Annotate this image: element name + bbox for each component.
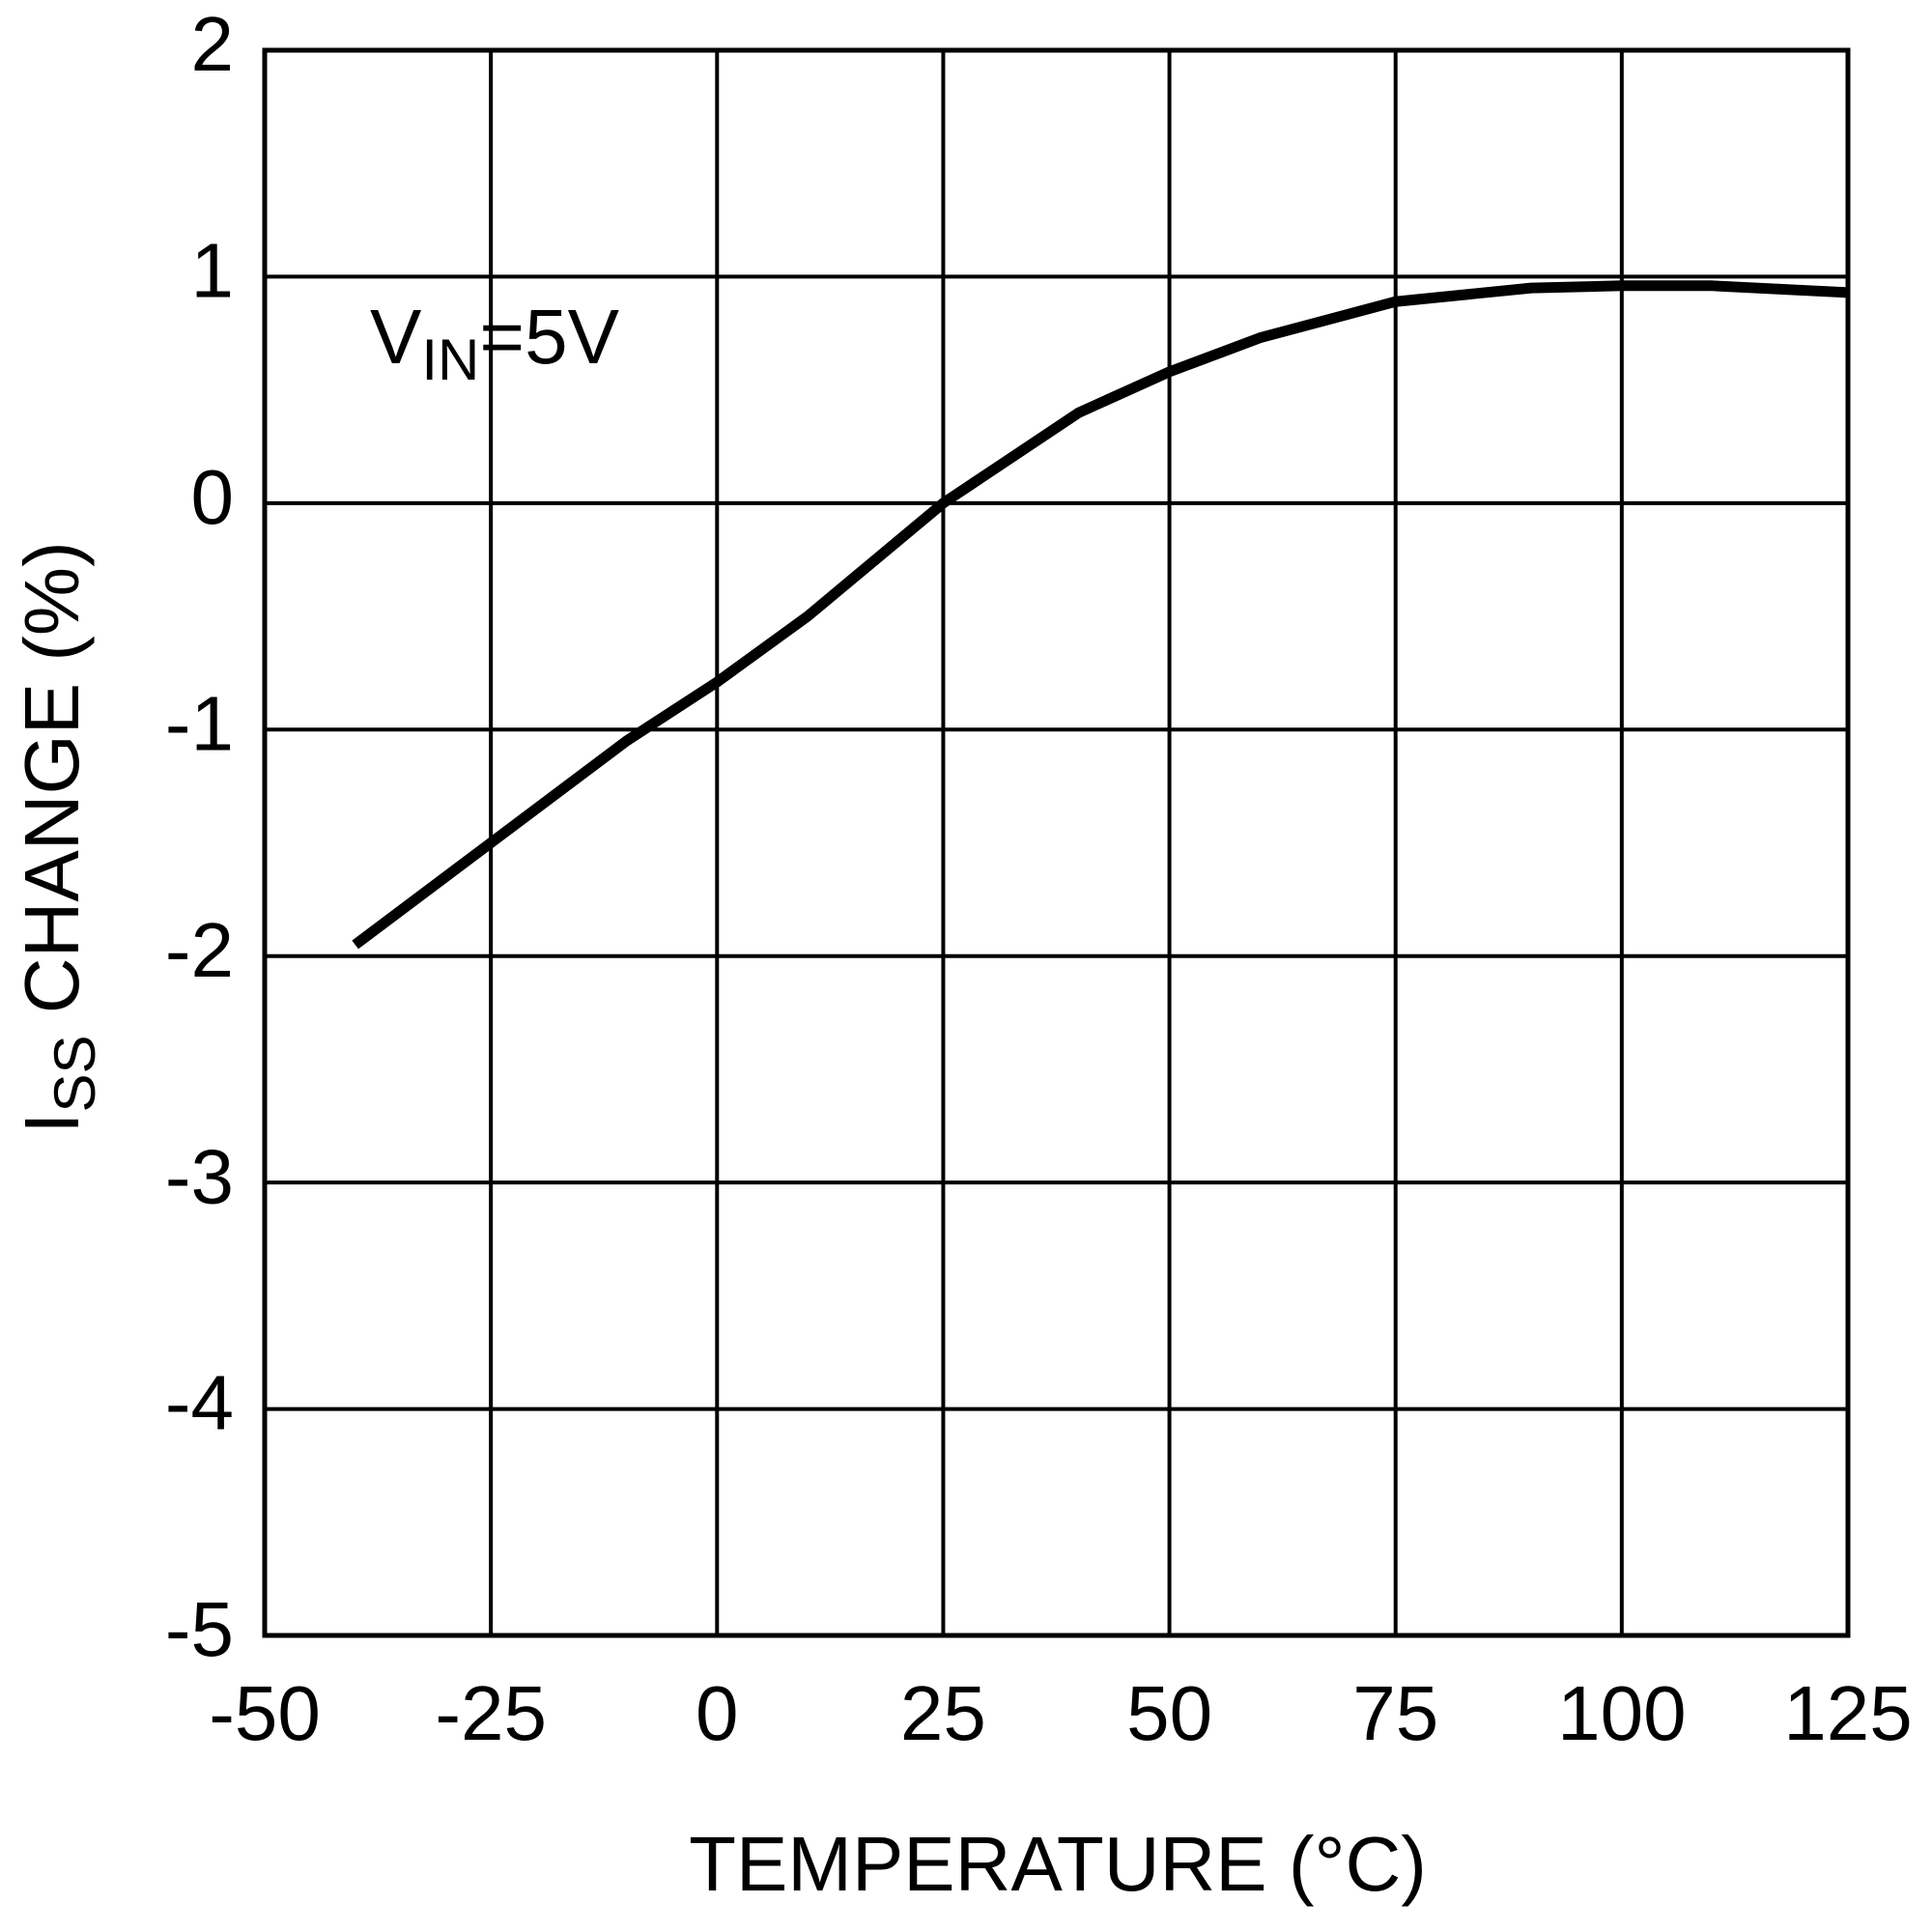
y-tick-label: -5 xyxy=(165,1586,234,1672)
x-tick-label: -25 xyxy=(435,1670,547,1756)
y-tick-label: -3 xyxy=(165,1133,234,1219)
y-axis-label-rest: CHANGE (%) xyxy=(9,541,95,1035)
x-tick-label: 25 xyxy=(900,1670,986,1756)
annotation: VIN=5V xyxy=(370,294,620,392)
x-tick-label: 125 xyxy=(1783,1670,1912,1756)
y-tick-label: -2 xyxy=(165,907,234,993)
y-axis-label-sub: SS xyxy=(43,1035,107,1112)
x-tick-label: 50 xyxy=(1126,1670,1212,1756)
y-axis-label: ISS CHANGE (%) xyxy=(9,541,107,1133)
annotation-sub: IN xyxy=(421,327,479,392)
y-tick-label: -4 xyxy=(165,1360,234,1446)
y-tick-label: -1 xyxy=(165,680,234,766)
x-tick-label: 75 xyxy=(1352,1670,1438,1756)
x-tick-label: 0 xyxy=(696,1670,739,1756)
plot-frame xyxy=(262,47,1851,1638)
data-line xyxy=(352,280,1849,950)
y-tick-label: 1 xyxy=(191,228,235,314)
x-axis-label: TEMPERATURE (°C) xyxy=(689,1821,1427,1907)
annotation-main: V xyxy=(370,294,422,380)
y-tick-label: 2 xyxy=(191,1,235,87)
y-tick-label: 0 xyxy=(191,454,235,540)
y-axis-label-main: I xyxy=(9,1112,95,1133)
x-tick-label: -50 xyxy=(209,1670,321,1756)
annotation-rest: =5V xyxy=(479,294,619,380)
x-tick-label: 100 xyxy=(1557,1670,1686,1756)
